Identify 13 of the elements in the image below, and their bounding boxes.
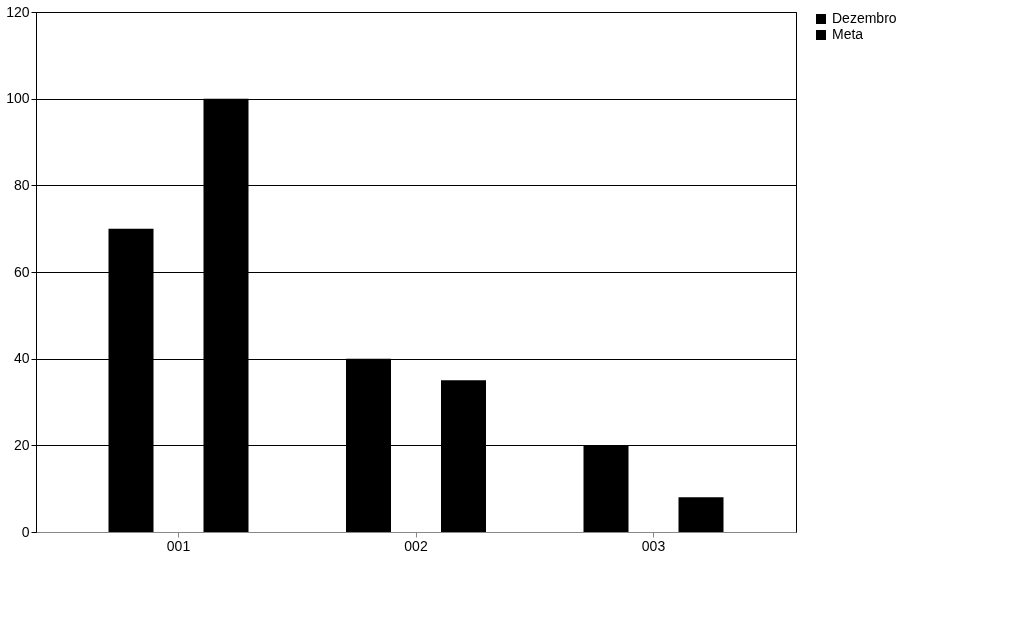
y-tick-label: 20 <box>13 436 30 453</box>
y-tick-label: 100 <box>6 90 30 107</box>
x-tick-label: 003 <box>641 537 666 554</box>
y-tick-label: 120 <box>6 3 30 20</box>
y-tick-label: 40 <box>13 350 30 367</box>
y-tick-label: 0 <box>21 523 30 540</box>
y-tick-label: 60 <box>13 263 30 280</box>
legend-label: Meta <box>832 26 864 42</box>
x-tick-label: 002 <box>404 537 428 554</box>
x-tick-label: 001 <box>166 537 191 554</box>
legend-label: Dezembro <box>832 10 897 26</box>
y-tick-label: 80 <box>13 176 30 193</box>
bar <box>678 497 724 532</box>
